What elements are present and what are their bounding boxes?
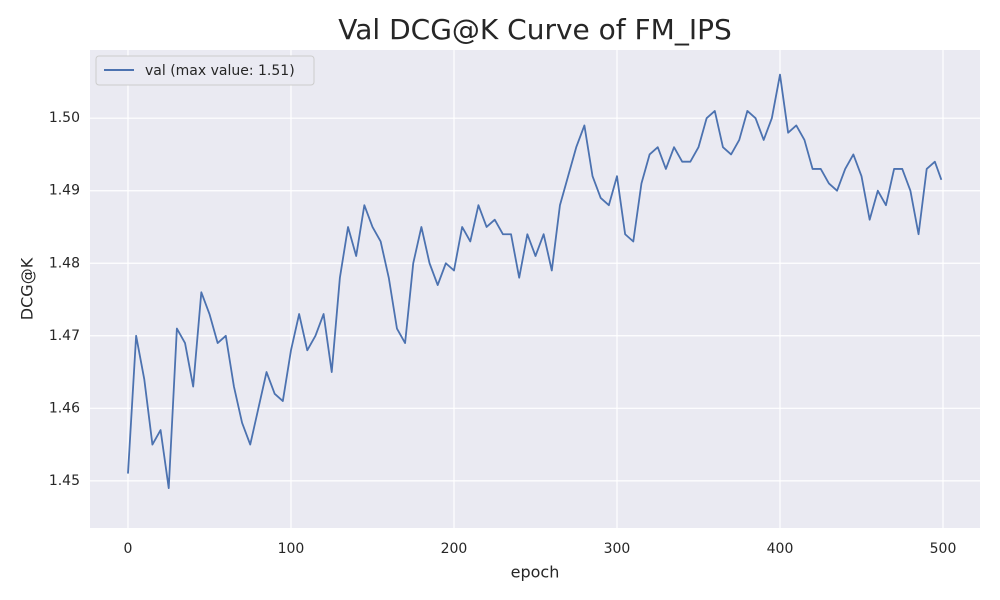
- chart-title: Val DCG@K Curve of FM_IPS: [338, 13, 731, 46]
- y-tick-label: 1.49: [49, 183, 80, 199]
- x-tick-label: 300: [604, 541, 631, 557]
- x-tick-label: 200: [441, 541, 468, 557]
- plot-area: [90, 50, 980, 528]
- y-tick-label: 1.50: [49, 110, 80, 126]
- x-tick-label: 0: [124, 541, 133, 557]
- x-tick-label: 100: [278, 541, 305, 557]
- x-axis-label: epoch: [511, 563, 560, 582]
- y-tick-label: 1.48: [49, 255, 80, 271]
- legend-label: val (max value: 1.51): [145, 63, 295, 79]
- y-tick-label: 1.45: [49, 473, 80, 489]
- x-tick-label: 400: [767, 541, 794, 557]
- x-tick-label: 500: [930, 541, 957, 557]
- series-line: [127, 73, 943, 490]
- y-tick-label: 1.47: [49, 328, 80, 344]
- legend: [95, 55, 315, 86]
- y-tick-label: 1.46: [49, 400, 80, 416]
- y-axis-label: DCG@K: [18, 257, 37, 320]
